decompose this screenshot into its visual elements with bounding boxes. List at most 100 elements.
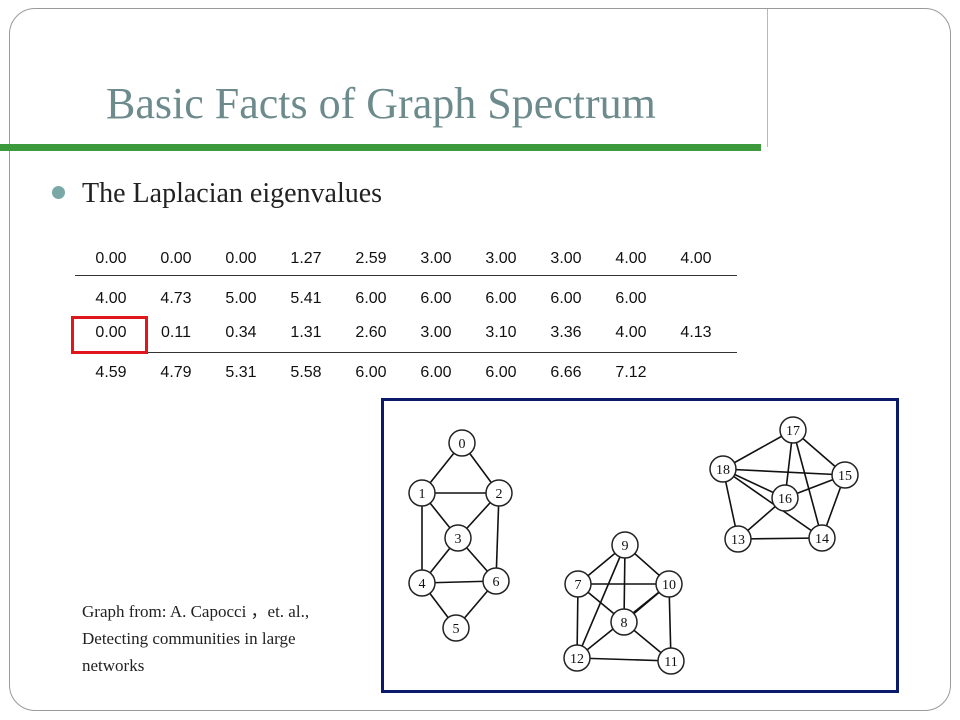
- graph-node: 10: [655, 570, 683, 598]
- table-rule: [75, 275, 737, 276]
- eigenvalue-cell: 4.00: [95, 290, 127, 307]
- graph-node-circle: [444, 524, 472, 552]
- graph-node-circle: [482, 567, 510, 595]
- slide-frame: [9, 8, 951, 711]
- graph-node: 17: [779, 416, 807, 444]
- eigenvalue-cell: 7.12: [615, 364, 647, 381]
- eigenvalue-cell: 4.00: [680, 250, 712, 267]
- eigenvalue-cell: 3.10: [485, 324, 517, 341]
- table-rule: [75, 352, 737, 353]
- eigenvalue-cell: 5.58: [290, 364, 322, 381]
- graph-node: 5: [442, 614, 470, 642]
- graph-node-circle: [408, 569, 436, 597]
- eigenvalue-cell: 4.00: [615, 324, 647, 341]
- graph-edge: [576, 657, 672, 662]
- graph-node: 0: [448, 429, 476, 457]
- graph-node: 6: [482, 567, 510, 595]
- eigenvalue-cell: 4.59: [95, 364, 127, 381]
- graph-node-label: 2: [496, 487, 503, 502]
- highlight-box: [71, 316, 148, 354]
- graph-node-circle: [611, 531, 639, 559]
- graph-node-circle: [657, 647, 685, 675]
- eigenvalue-cell: 3.36: [550, 324, 582, 341]
- graph-edge: [495, 492, 500, 582]
- graph-node-circle: [564, 570, 592, 598]
- eigenvalue-cell: 3.00: [550, 250, 582, 267]
- graph-node-circle: [408, 479, 436, 507]
- graph-node: 11: [657, 647, 685, 675]
- graph-node: 16: [771, 484, 799, 512]
- graph-node: 2: [485, 479, 513, 507]
- caption-line-1: Graph from: A. Capocci ，et. al.,: [82, 602, 310, 621]
- graph-node: 7: [564, 570, 592, 598]
- graph-node-circle: [485, 479, 513, 507]
- graph-node: 14: [808, 524, 836, 552]
- graph-node-label: 9: [622, 539, 629, 554]
- graph-node-circle: [771, 484, 799, 512]
- eigenvalue-cell: 1.31: [290, 324, 322, 341]
- graph-node-circle: [808, 524, 836, 552]
- graph-node: 8: [610, 608, 638, 636]
- graph-node-label: 12: [570, 652, 584, 667]
- graph-node-label: 6: [493, 575, 500, 590]
- graph-node-label: 10: [662, 578, 676, 593]
- graph-node-label: 4: [419, 577, 426, 592]
- graph-node-label: 5: [453, 622, 460, 637]
- graph-edge: [576, 544, 626, 659]
- eigenvalue-cell: 1.27: [290, 250, 322, 267]
- graph-node-label: 7: [575, 578, 582, 593]
- eigenvalue-cell: 6.66: [550, 364, 582, 381]
- graph-node-label: 1: [419, 487, 426, 502]
- eigenvalue-cell: 6.00: [420, 290, 452, 307]
- graph-node-label: 14: [815, 532, 829, 547]
- eigenvalue-cell: 6.00: [355, 290, 387, 307]
- eigenvalue-row: 0.00 0.11 0.34 1.31 2.60 3.00 3.10 3.36 4.00 4.13: [0, 318, 760, 348]
- graph-source-caption: Graph from: A. Capocci ，et. al., Detecti…: [82, 598, 372, 679]
- graph-node: 18: [709, 455, 737, 483]
- graph-node-circle: [724, 525, 752, 553]
- graph-edge: [792, 429, 823, 539]
- eigenvalue-cell: 4.13: [680, 324, 712, 341]
- decorative-vertical-line: [767, 9, 768, 147]
- eigenvalue-cell: 4.79: [160, 364, 192, 381]
- eigenvalue-row: 4.59 4.79 5.31 5.58 6.00 6.00 6.00 6.66 7.12: [0, 358, 760, 388]
- eigenvalue-cell: 6.00: [485, 364, 517, 381]
- graph-node-label: 17: [786, 424, 800, 439]
- graph-node: 9: [611, 531, 639, 559]
- eigenvalue-row: 0.00 0.00 0.00 1.27 2.59 3.00 3.00 3.00 4.00 4.00: [0, 244, 760, 274]
- title-underline-bar: [0, 144, 761, 151]
- graph-node-circle: [448, 429, 476, 457]
- bullet-text: The Laplacian eigenvalues: [82, 178, 383, 209]
- bullet-dot-icon: [52, 186, 65, 199]
- eigenvalue-cell: 4.73: [160, 290, 192, 307]
- graph-node-circle: [442, 614, 470, 642]
- graph-node-label: 18: [716, 463, 730, 478]
- eigenvalue-cell: 5.00: [225, 290, 257, 307]
- eigenvalue-cell: 0.11: [161, 324, 191, 341]
- caption-line-3: networks: [82, 656, 145, 675]
- graph-edge: [737, 537, 823, 540]
- eigenvalue-cell: 3.00: [420, 324, 452, 341]
- eigenvalue-cell: 0.00: [95, 250, 127, 267]
- graph-node-label: 13: [731, 533, 745, 548]
- eigenvalue-cell: 3.00: [420, 250, 452, 267]
- graph-node-circle: [655, 570, 683, 598]
- graph-node-label: 15: [838, 469, 852, 484]
- graph-node: 4: [408, 569, 436, 597]
- eigenvalue-row: 4.00 4.73 5.00 5.41 6.00 6.00 6.00 6.00 6.00: [0, 284, 760, 314]
- eigenvalue-cell: 3.00: [485, 250, 517, 267]
- eigenvalue-cell: 5.41: [290, 290, 322, 307]
- eigenvalue-cell: 6.00: [550, 290, 582, 307]
- graph-node-circle: [563, 644, 591, 672]
- graph-node-circle: [610, 608, 638, 636]
- eigenvalue-cell: 2.60: [355, 324, 387, 341]
- eigenvalue-cell: 6.00: [615, 290, 647, 307]
- eigenvalue-cell: 0.00: [95, 324, 127, 341]
- eigenvalue-cell: 5.31: [225, 364, 257, 381]
- eigenvalue-cell: 6.00: [485, 290, 517, 307]
- graph-node-label: 11: [664, 655, 677, 670]
- eigenvalue-cell: 0.00: [225, 250, 257, 267]
- graph-figure: 0 1 2 3 4 5 6 7 8 9 10 11 12 13 14 15 16 17 18: [381, 398, 899, 693]
- eigenvalue-cell: 2.59: [355, 250, 387, 267]
